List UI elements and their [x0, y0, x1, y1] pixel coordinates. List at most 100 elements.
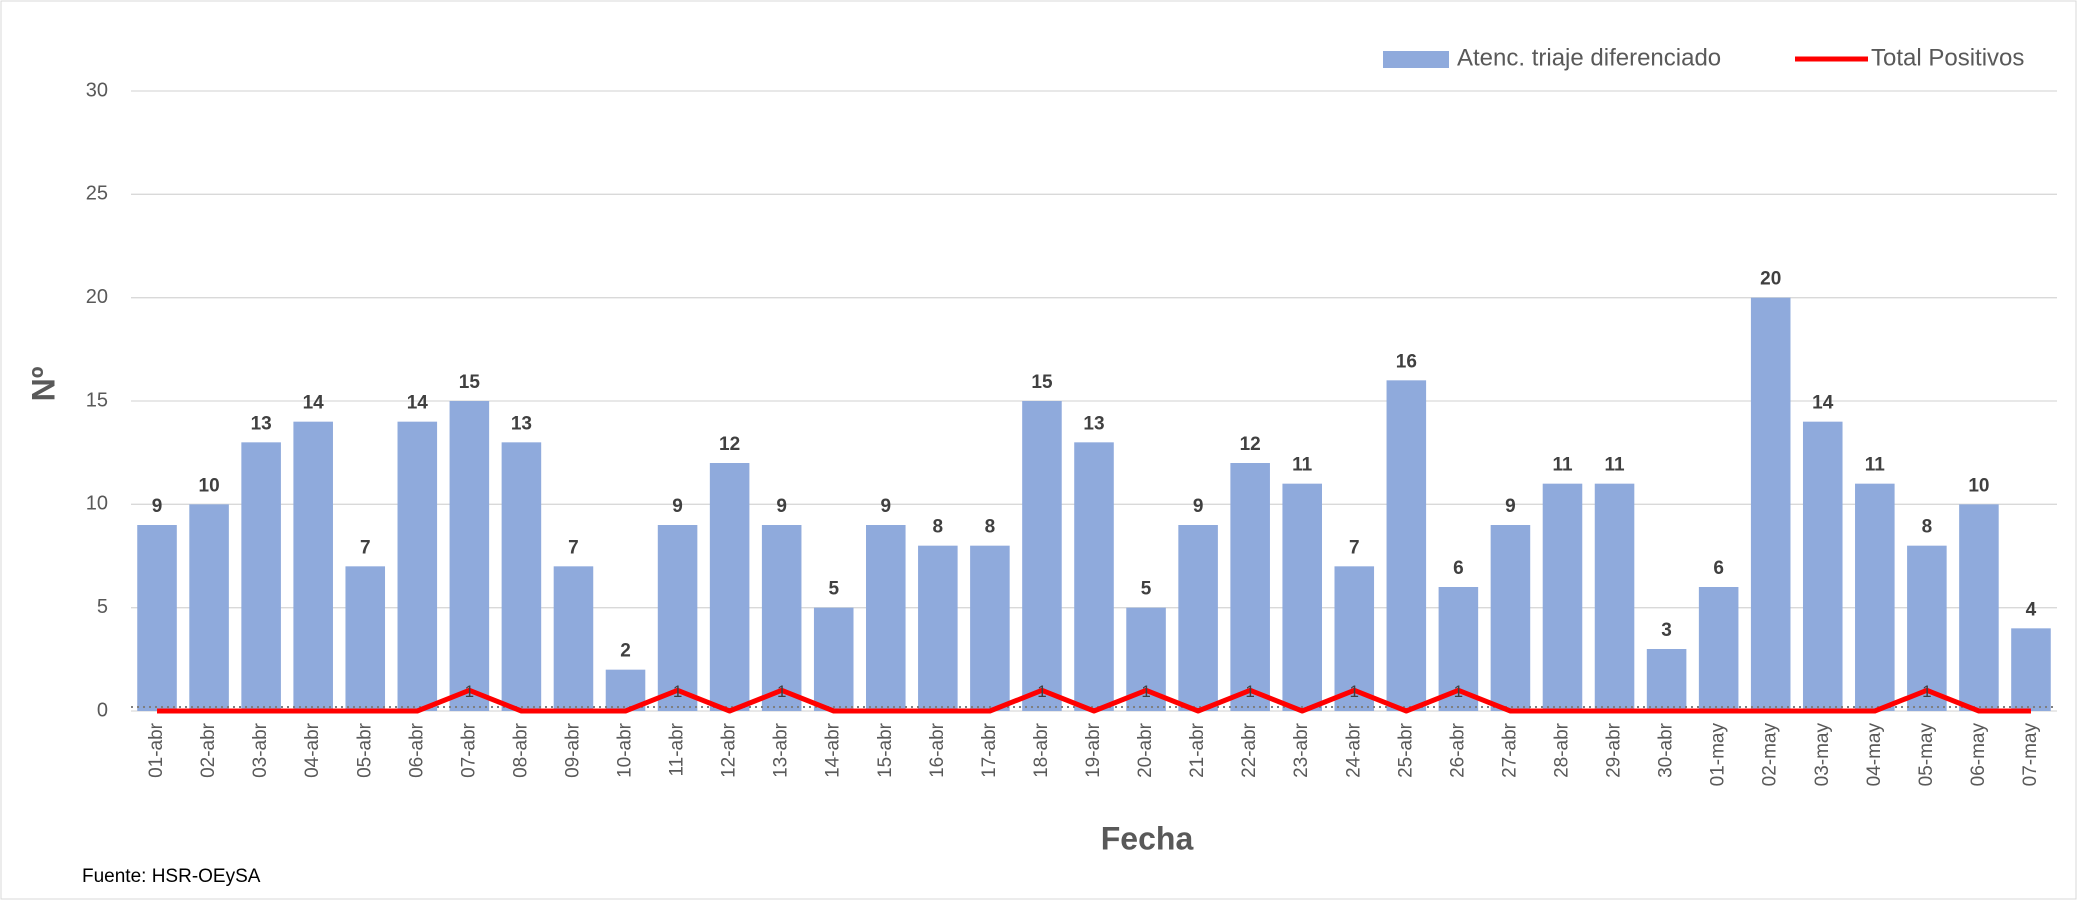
line-value-label: 1: [1037, 682, 1046, 701]
x-tick-label: 26-abr: [1447, 722, 1468, 778]
bar-value-label: 9: [776, 496, 787, 517]
bar: [866, 525, 906, 711]
x-axis-title: Fecha: [1101, 820, 1194, 856]
bar-value-label: 13: [251, 413, 272, 434]
bar-value-label: 2: [620, 641, 631, 662]
bar: [397, 421, 438, 711]
x-tick-label: 09-abr: [562, 722, 583, 778]
bar-value-label: 12: [719, 434, 740, 455]
x-tick-label: 02-may: [1760, 723, 1781, 787]
line-value-label: 1: [1141, 682, 1150, 701]
bar: [761, 525, 802, 711]
bar: [553, 566, 594, 711]
bar: [1907, 545, 1947, 711]
bar: [1282, 483, 1322, 711]
bar-value-label: 7: [568, 537, 579, 558]
bar: [813, 607, 854, 711]
bar: [1490, 525, 1531, 711]
bar-value-label: 14: [1812, 393, 1834, 414]
x-tick-label: 01-abr: [146, 722, 167, 778]
bar-value-label: 10: [199, 475, 220, 496]
y-tick-label: 15: [86, 389, 108, 411]
bar-value-label: 13: [511, 413, 532, 434]
bar: [1386, 380, 1427, 711]
bar-value-label: 4: [2026, 599, 2037, 620]
x-tick-label: 28-abr: [1552, 722, 1573, 778]
y-tick-label: 5: [97, 596, 108, 618]
line: [157, 687, 2031, 714]
bar-value-label: 8: [933, 517, 944, 538]
y-axis-title: Nº: [25, 366, 61, 401]
x-tick-label: 04-may: [1864, 723, 1885, 787]
x-tick-label: 25-abr: [1395, 722, 1416, 778]
x-tick-label: 27-abr: [1499, 722, 1520, 778]
x-tick-label: 05-abr: [354, 722, 375, 778]
bar-value-label: 11: [1604, 455, 1625, 476]
bar-value-label: 3: [1661, 620, 1672, 641]
x-tick-label: 08-abr: [510, 722, 531, 778]
bar: [1230, 463, 1270, 711]
x-tick-label: 13-abr: [771, 722, 792, 778]
x-tick-label: 05-may: [1916, 723, 1937, 787]
x-tick-label: 03-may: [1812, 723, 1833, 787]
bar: [449, 401, 490, 711]
x-tick-label: 01-may: [1708, 723, 1729, 787]
line-value-label: 1: [1454, 682, 1463, 701]
line-value-label: 1: [465, 682, 474, 701]
bar-value-label: 8: [1922, 517, 1933, 538]
x-tick-label: 12-abr: [719, 722, 740, 778]
legend-label: Total Positivos: [1871, 44, 2024, 71]
x-tick-label: 21-abr: [1187, 722, 1208, 778]
bar: [1802, 421, 1843, 711]
x-tick-label: 19-abr: [1083, 722, 1104, 778]
bar: [137, 525, 177, 711]
bar-value-label: 7: [360, 537, 371, 558]
x-tick-label: 16-abr: [927, 722, 948, 778]
bar-value-label: 7: [1349, 537, 1360, 558]
y-tick-label: 10: [86, 493, 108, 515]
bar: [2011, 628, 2051, 711]
legend-swatch: [1383, 51, 1449, 68]
bar: [1542, 483, 1583, 711]
bar-value-label: 9: [672, 496, 683, 517]
x-tick-label: 04-abr: [302, 722, 323, 778]
bar-value-label: 6: [1713, 558, 1724, 579]
bar-value-label: 6: [1453, 558, 1464, 579]
x-tick-label: 14-abr: [823, 722, 844, 778]
bar-value-label: 16: [1396, 351, 1417, 372]
line-value-label: 1: [1350, 682, 1359, 701]
bar-value-label: 5: [828, 579, 839, 600]
x-tick-label: 30-abr: [1656, 722, 1677, 778]
bar-value-label: 9: [152, 496, 163, 517]
line-value-label: 1: [673, 682, 682, 701]
bar-value-label: 9: [1505, 496, 1516, 517]
bar-value-label: 11: [1552, 455, 1573, 476]
bar-value-label: 11: [1865, 455, 1886, 476]
line-value-label: 1: [1922, 682, 1931, 701]
y-tick-label: 30: [86, 79, 108, 101]
x-tick-label: 02-abr: [198, 722, 219, 778]
legend-label: Atenc. triaje diferenciado: [1457, 44, 1721, 71]
bar-value-label: 11: [1292, 455, 1313, 476]
bar: [918, 545, 958, 711]
bar: [1334, 566, 1375, 711]
source-note: Fuente: HSR-OEySA: [82, 866, 261, 887]
x-tick-label: 10-abr: [615, 722, 636, 778]
bar: [1594, 483, 1635, 711]
bar: [1698, 587, 1739, 711]
x-tick-label: 24-abr: [1343, 722, 1364, 778]
bar: [1646, 649, 1687, 711]
x-tick-label: 07-may: [2020, 723, 2041, 787]
bar: [1750, 297, 1791, 711]
x-tick-label: 15-abr: [875, 722, 896, 778]
bar: [345, 566, 386, 711]
line-value-label: 1: [1245, 682, 1254, 701]
bar: [501, 442, 542, 711]
bar: [189, 504, 229, 711]
bar: [241, 442, 281, 711]
bar-value-label: 15: [1031, 372, 1053, 393]
bar-value-label: 10: [1968, 475, 1989, 496]
bar-value-label: 12: [1240, 434, 1261, 455]
y-tick-label: 20: [86, 286, 108, 308]
